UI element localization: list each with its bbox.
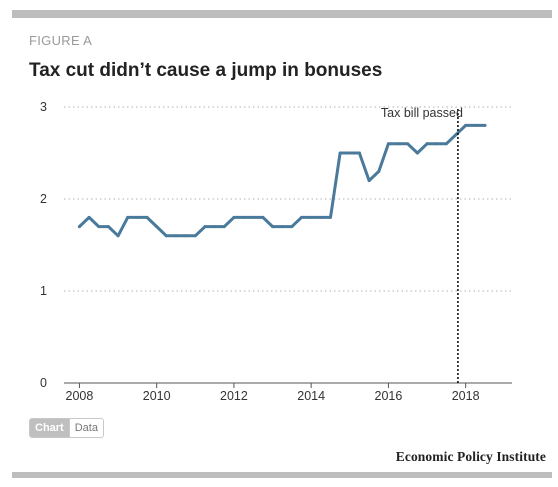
data-point <box>377 169 381 173</box>
data-point <box>328 215 332 219</box>
data-point <box>135 215 139 219</box>
data-point <box>222 225 226 229</box>
series-layer <box>77 123 487 238</box>
top-rule <box>12 10 552 18</box>
y-axis-ticks: 0 1 2 3 <box>40 100 47 390</box>
chart-title: Tax cut didn’t cause a jump in bonuses <box>29 60 383 81</box>
x-tick-label: 2008 <box>66 389 94 403</box>
data-point <box>174 234 178 238</box>
data-point <box>184 234 188 238</box>
y-tick-label: 2 <box>40 192 47 206</box>
x-tick-label: 2016 <box>375 389 403 403</box>
series-line-0 <box>77 123 487 238</box>
data-point <box>261 215 265 219</box>
data-point <box>483 123 487 127</box>
data-point <box>203 225 207 229</box>
data-point <box>309 215 313 219</box>
figure-label: FIGURE A <box>29 33 93 48</box>
data-point <box>454 133 458 137</box>
data-point <box>425 142 429 146</box>
x-tick-label: 2010 <box>143 389 171 403</box>
data-point <box>464 123 468 127</box>
y-tick-label: 1 <box>40 284 47 298</box>
data-point <box>164 234 168 238</box>
data-point <box>473 123 477 127</box>
data-point <box>396 142 400 146</box>
annotation-layer: Tax bill passed <box>381 106 463 383</box>
data-point <box>386 142 390 146</box>
data-point <box>300 215 304 219</box>
data-point <box>155 225 159 229</box>
data-point <box>406 142 410 146</box>
x-tick-label: 2018 <box>452 389 480 403</box>
data-point <box>435 142 439 146</box>
data-point <box>213 225 217 229</box>
data-point <box>126 215 130 219</box>
data-point <box>319 215 323 219</box>
data-point <box>145 215 149 219</box>
data-tab-button[interactable]: Data <box>68 419 103 437</box>
y-tick-label: 0 <box>40 376 47 390</box>
data-point <box>280 225 284 229</box>
data-point <box>77 225 81 229</box>
data-point <box>106 225 110 229</box>
data-point <box>444 142 448 146</box>
gridlines <box>64 106 512 292</box>
source-logo: Economic Policy Institute <box>395 449 546 464</box>
data-point <box>251 215 255 219</box>
data-point <box>338 151 342 155</box>
data-point <box>348 151 352 155</box>
tax-bill-annotation: Tax bill passed <box>381 106 463 120</box>
data-point <box>357 151 361 155</box>
x-tick-label: 2014 <box>297 389 325 403</box>
data-point <box>232 215 236 219</box>
data-point <box>87 215 91 219</box>
y-tick-label: 3 <box>40 100 47 114</box>
data-point <box>193 234 197 238</box>
x-axis-ticks: 2008 2010 2012 2014 2016 2018 <box>66 383 480 403</box>
data-point <box>242 215 246 219</box>
data-point <box>271 225 275 229</box>
data-point <box>415 151 419 155</box>
chart-tab-button[interactable]: Chart <box>30 419 69 437</box>
bottom-rule <box>12 472 552 478</box>
chart-data-toggle: Chart Data <box>29 418 104 438</box>
x-tick-label: 2012 <box>220 389 248 403</box>
data-point <box>116 234 120 238</box>
data-point <box>97 225 101 229</box>
data-point <box>367 179 371 183</box>
data-point <box>290 225 294 229</box>
